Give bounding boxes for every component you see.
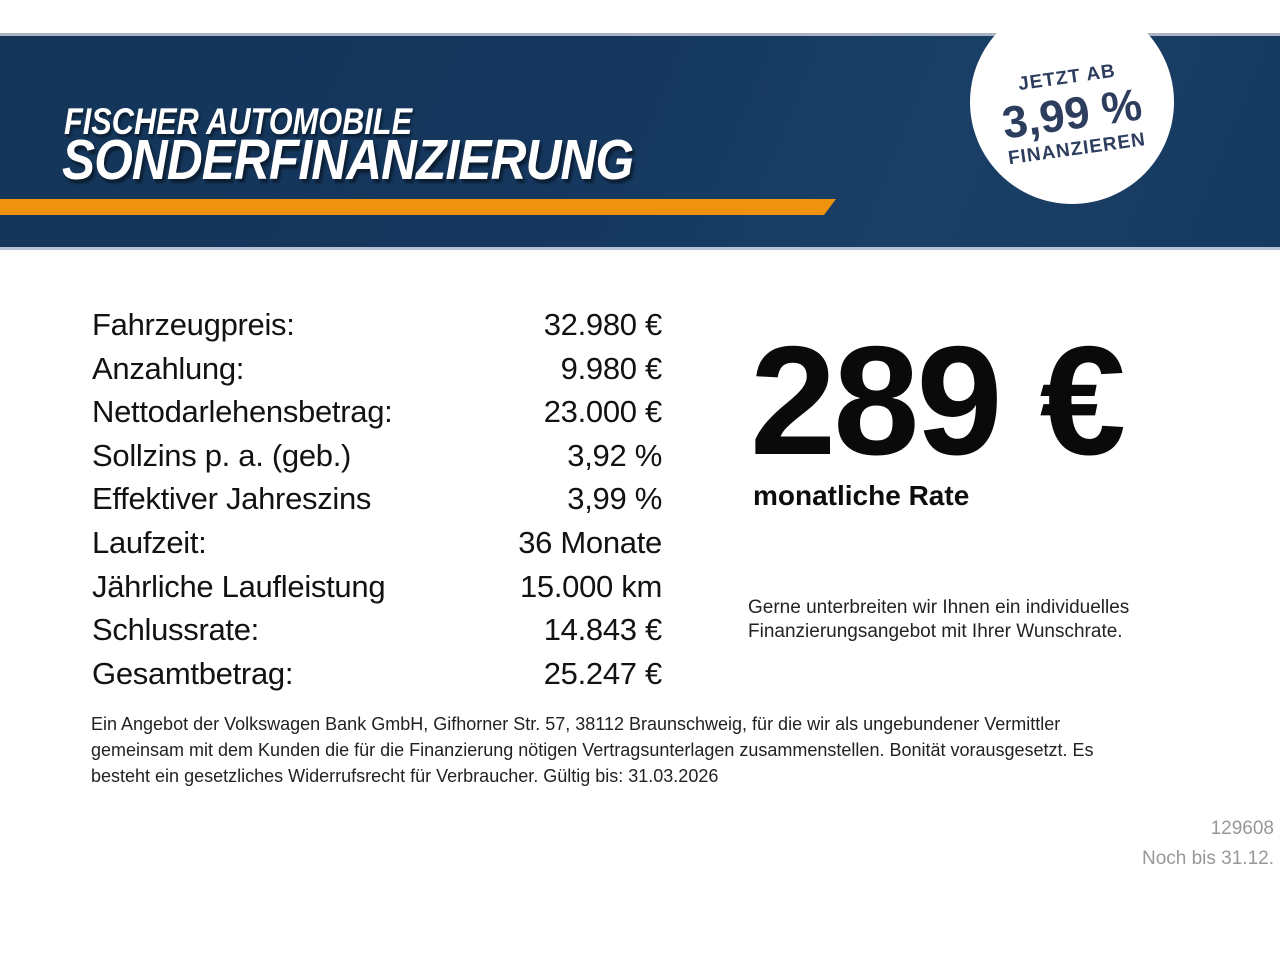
table-row-value: 9.980 € xyxy=(560,350,663,386)
footer-refs: 129608 Noch bis 31.12. xyxy=(1142,814,1274,874)
dealer-name: FISCHER AUTOMOBILE xyxy=(64,101,413,142)
table-row-value: 3,99 % xyxy=(567,481,662,517)
table-row-label: Schlussrate: xyxy=(92,612,259,648)
disclaimer-line: Ein Angebot der Volkswagen Bank GmbH, Gi… xyxy=(91,714,1061,734)
table-row-label: Jährliche Laufleistung xyxy=(92,568,386,604)
table-row-value: 25.247 € xyxy=(543,655,663,691)
disclaimer-line: gemeinsam mit dem Kunden die für die Fin… xyxy=(91,740,1094,760)
table-row-label: Sollzins p. a. (geb.) xyxy=(92,437,352,473)
table-row-label: Gesamtbetrag: xyxy=(92,655,294,691)
table-row: Anzahlung: 9.980 € xyxy=(92,347,662,391)
offer-note: Gerne unterbreiten wir Ihnen ein individ… xyxy=(748,596,1129,643)
table-row-value: 15.000 km xyxy=(519,568,662,604)
table-row: Sollzins p. a. (geb.) 3,92 % xyxy=(92,434,662,478)
rate-badge-content: JETZT AB 3,99 % FINANZIEREN xyxy=(996,57,1148,172)
legal-disclaimer: Ein Angebot der Volkswagen Bank GmbH, Gi… xyxy=(91,711,1094,789)
table-row-label: Anzahlung: xyxy=(92,350,245,386)
table-row-value: 36 Monate xyxy=(518,524,662,560)
offer-id: 129608 xyxy=(1210,818,1274,839)
table-row-label: Fahrzeugpreis: xyxy=(92,307,295,342)
table-row-label: Nettodarlehensbetrag: xyxy=(92,394,393,430)
table-row: Nettodarlehensbetrag: 23.000 € xyxy=(92,390,662,434)
disclaimer-line: besteht ein gesetzliches Widerrufsrecht … xyxy=(91,766,719,786)
page-title: SONDERFINANZIERUNG xyxy=(62,128,634,192)
monthly-rate-amount: 289 € xyxy=(750,314,1126,487)
table-row: Fahrzeugpreis: 32.980 € xyxy=(92,303,662,347)
offer-note-line: Finanzierungsangebot mit Ihrer Wunschrat… xyxy=(748,620,1123,642)
table-row: Schlussrate: 14.843 € xyxy=(92,608,662,652)
table-row-label: Laufzeit: xyxy=(92,524,207,560)
monthly-rate-caption: monatliche Rate xyxy=(753,480,970,511)
table-row: Laufzeit: 36 Monate xyxy=(92,521,662,565)
financing-table: Fahrzeugpreis: 32.980 € Anzahlung: 9.980 € N… xyxy=(92,303,662,695)
table-row: Gesamtbetrag: 25.247 € xyxy=(92,652,662,696)
table-row-label: Effektiver Jahreszins xyxy=(92,481,372,517)
table-row-value: 32.980 € xyxy=(543,307,663,342)
offer-note-line: Gerne unterbreiten wir Ihnen ein individ… xyxy=(748,597,1130,618)
validity-note: Noch bis 31.12. xyxy=(1141,848,1274,869)
orange-accent-stripe xyxy=(0,199,836,215)
table-row: Effektiver Jahreszins 3,99 % xyxy=(92,477,662,521)
table-row-value: 3,92 % xyxy=(567,437,662,473)
table-row-value: 23.000 € xyxy=(543,394,663,430)
table-row-value: 14.843 € xyxy=(543,612,663,648)
table-row: Jährliche Laufleistung 15.000 km xyxy=(92,565,662,609)
rate-badge: JETZT AB 3,99 % FINANZIEREN xyxy=(970,0,1174,204)
